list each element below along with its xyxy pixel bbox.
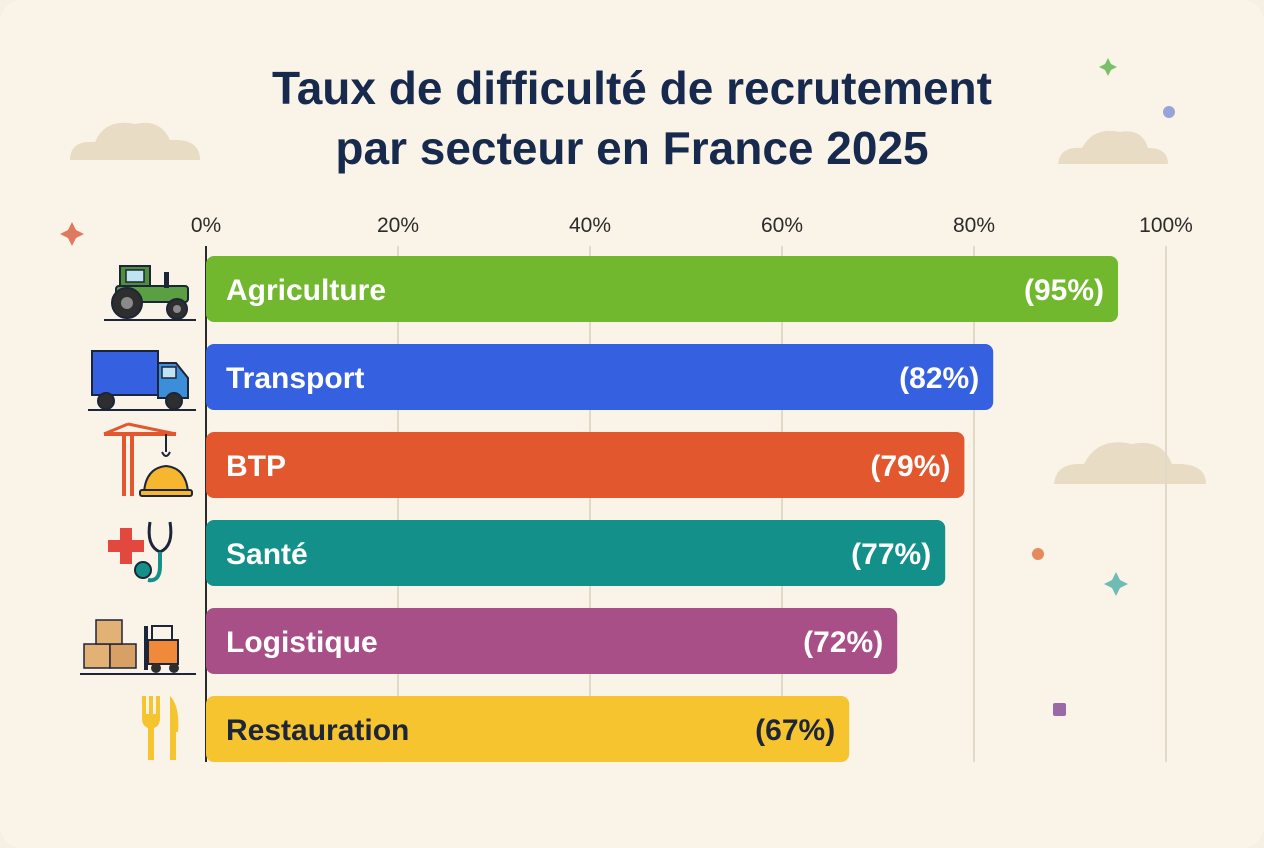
crane-helmet-icon: [103, 422, 193, 497]
x-tick-label: 60%: [761, 214, 803, 237]
sparkle-decoration-left: [60, 222, 84, 246]
boxes-forklift-icon: [80, 619, 196, 675]
bar-value-label: (79%): [870, 450, 950, 483]
x-tick-label: 100%: [1139, 214, 1193, 237]
bar-value-label: (82%): [899, 362, 979, 395]
title-line-1: Taux de difficulté de recrutement: [272, 62, 992, 114]
bar-category-label: BTP: [226, 450, 286, 483]
bar-category-label: Transport: [226, 362, 364, 395]
gridlines: [397, 246, 1167, 762]
bar-group: Restauration (67%): [206, 696, 850, 762]
bar: [206, 608, 898, 674]
bar-group: Logistique (72%): [206, 608, 898, 674]
cloud-decoration-right-top: [1058, 130, 1168, 164]
sparkle-decoration-teal: [1104, 572, 1128, 596]
bar-category-label: Logistique: [226, 626, 378, 659]
dot-decoration-purple: [1163, 106, 1175, 118]
fork-knife-icon: [142, 696, 179, 760]
bar-value-label: (72%): [803, 626, 883, 659]
bar: [206, 520, 946, 586]
bar-group: Agriculture (95%): [206, 256, 1118, 322]
bar-group: Transport (82%): [206, 344, 994, 410]
medical-cross-stethoscope-icon: [108, 521, 173, 583]
cloud-decoration-left: [70, 122, 200, 160]
bar: [206, 344, 994, 410]
bar-group: Santé (77%): [206, 520, 946, 586]
bar-value-label: (67%): [755, 714, 835, 747]
truck-icon: [88, 350, 196, 411]
x-axis-ticks: 0% 20% 40% 60% 80% 100%: [191, 214, 1193, 237]
tractor-icon: [104, 265, 196, 321]
bar-value-label: (77%): [851, 538, 931, 571]
bar: [206, 696, 850, 762]
title-line-2: par secteur en France 2025: [335, 122, 929, 174]
bar-category-label: Restauration: [226, 714, 409, 747]
x-tick-label: 80%: [953, 214, 995, 237]
bar-category-label: Santé: [226, 538, 308, 571]
bar-category-label: Agriculture: [226, 274, 386, 307]
x-tick-label: 0%: [191, 214, 221, 237]
sparkle-decoration-top-right: [1099, 58, 1117, 76]
bar: [206, 256, 1118, 322]
decorations: [60, 58, 1206, 716]
x-tick-label: 40%: [569, 214, 611, 237]
bars: Agriculture (95%) Transport (82%) BTP (79%) Sa…: [206, 256, 1118, 762]
chart-title: Taux de difficulté de recrutement par se…: [0, 58, 1264, 178]
dot-decoration-orange: [1032, 548, 1044, 560]
cloud-decoration-right-mid: [1054, 442, 1206, 484]
bar-group: BTP (79%): [206, 432, 965, 498]
square-decoration-purple: [1053, 703, 1066, 716]
x-tick-label: 20%: [377, 214, 419, 237]
bar-value-label: (95%): [1024, 274, 1104, 307]
bar: [206, 432, 965, 498]
